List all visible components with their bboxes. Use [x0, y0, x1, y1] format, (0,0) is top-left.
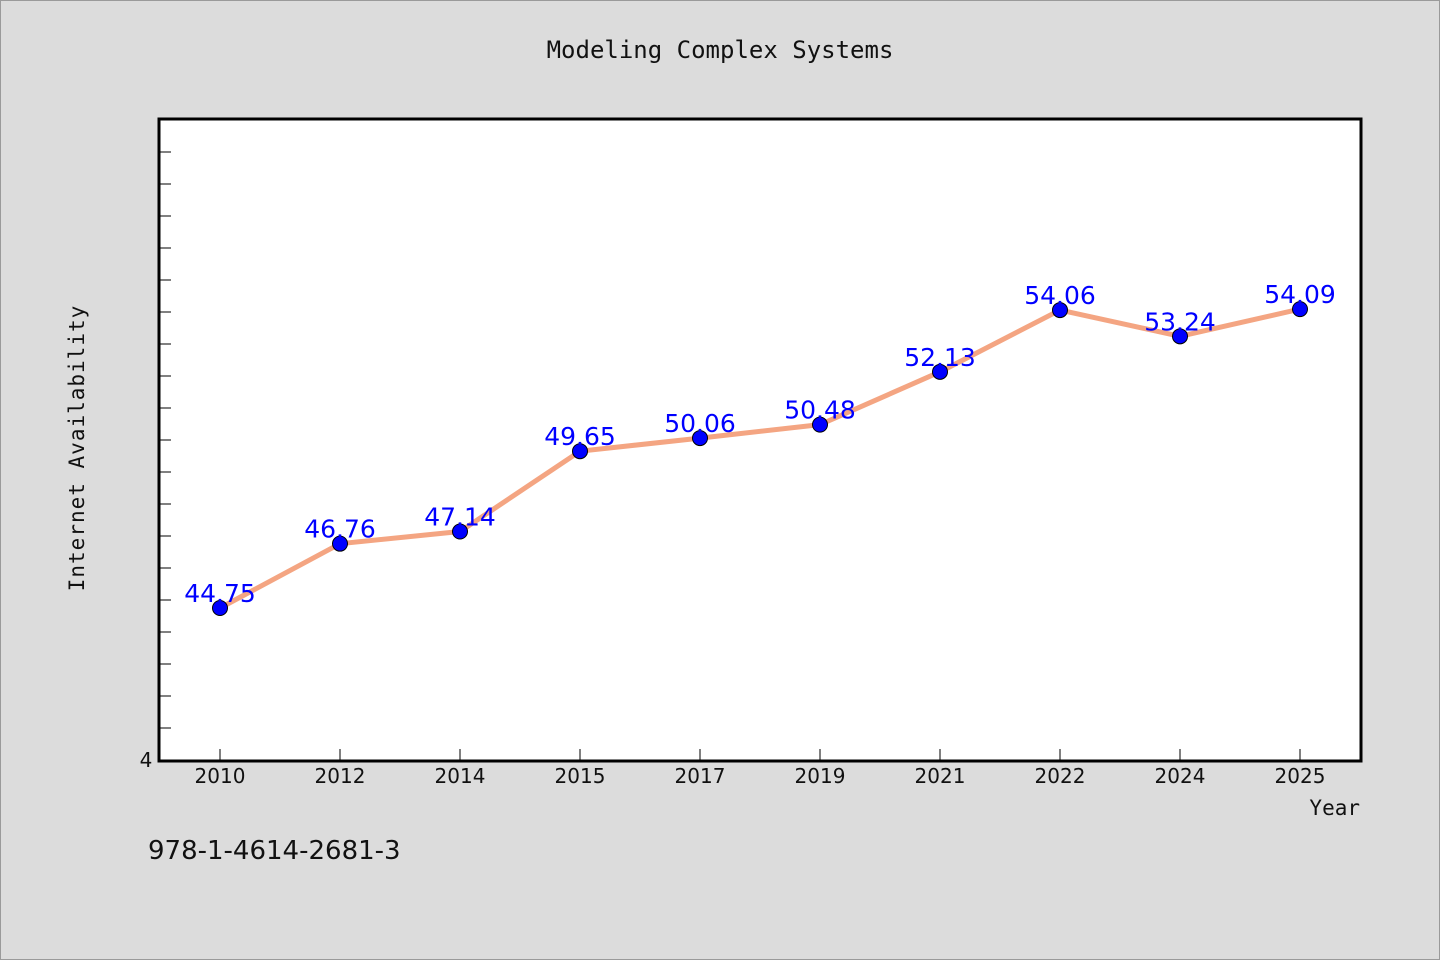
x-tick-label: 2021	[915, 764, 966, 788]
x-axis-label: Year	[1309, 796, 1360, 820]
x-tick-label: 2014	[435, 764, 486, 788]
y-tick-labels: 4	[140, 748, 153, 772]
data-point	[812, 416, 828, 433]
x-axis-ticks	[219, 749, 1301, 760]
plot-area	[157, 117, 1363, 763]
x-tick-label: 2019	[795, 764, 846, 788]
x-tick-label: 2024	[1155, 764, 1206, 788]
data-label: 44.75	[184, 579, 256, 608]
data-label: 54.09	[1264, 280, 1336, 309]
data-labels: 44.75 46.76 47.14 49.65 50.06 50.48 52.13 54.06…	[184, 280, 1336, 608]
isbn-text: 978-1-4614-2681-3	[148, 836, 401, 866]
x-tick-label: 2022	[1035, 764, 1086, 788]
x-tick-label: 2010	[195, 764, 246, 788]
data-label: 52.13	[904, 343, 976, 372]
y-axis-ticks	[160, 151, 171, 729]
x-tick-label: 2015	[555, 764, 606, 788]
data-point	[692, 430, 708, 447]
data-point	[932, 363, 948, 380]
data-label: 50.48	[784, 396, 856, 425]
data-label: 46.76	[304, 515, 376, 544]
y-tick-label: 4	[140, 748, 153, 772]
data-markers	[212, 301, 1308, 616]
data-point	[332, 535, 348, 552]
data-label: 53.24	[1144, 307, 1216, 336]
x-tick-labels: 2010 2012 2014 2015 2017 2019 2021 2022 2024 2025	[195, 764, 1326, 788]
series-line	[217, 306, 1303, 611]
data-label: 47.14	[424, 503, 496, 532]
data-point	[452, 523, 468, 540]
x-tick-label: 2017	[675, 764, 726, 788]
x-tick-label: 2025	[1275, 764, 1326, 788]
data-label: 49.65	[544, 422, 616, 451]
data-point	[1292, 301, 1308, 318]
data-point	[1052, 302, 1068, 319]
x-tick-label: 2012	[315, 764, 366, 788]
data-point	[572, 443, 588, 460]
data-point	[212, 600, 228, 616]
data-label: 50.06	[664, 409, 736, 438]
chart-title: Modeling Complex Systems	[546, 36, 894, 64]
data-point	[1172, 328, 1188, 345]
data-label: 54.06	[1024, 281, 1096, 310]
